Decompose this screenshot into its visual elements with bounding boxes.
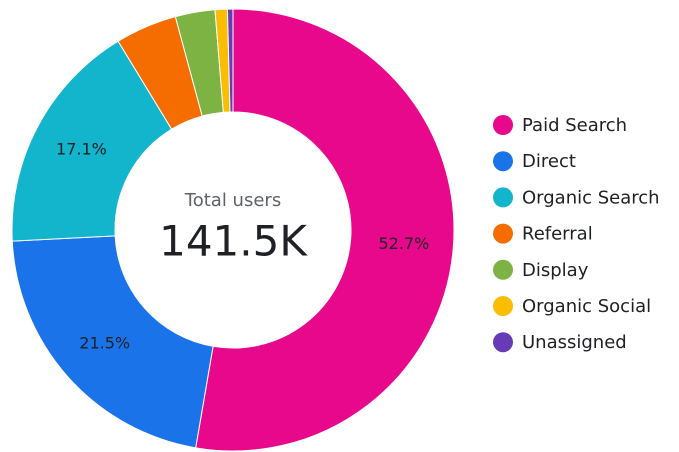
slice	[195, 8, 455, 452]
legend-swatch	[493, 151, 513, 172]
legend-label: Referral	[522, 224, 593, 245]
legend-label: Paid Search	[522, 115, 627, 136]
legend-swatch	[493, 259, 513, 280]
legend-label: Direct	[522, 151, 576, 172]
legend-swatch	[493, 223, 513, 244]
center-value: 141.5K	[159, 217, 308, 266]
legend-swatch	[493, 115, 513, 135]
slice	[226, 8, 234, 113]
legend-label: Organic Social	[522, 296, 651, 317]
legend: Paid Search Direct Organic Search Referral D…	[493, 115, 660, 353]
donut: 52.7% 21.5% 17.1%	[11, 8, 455, 452]
legend-swatch	[493, 332, 513, 353]
legend-label: Unassigned	[522, 332, 627, 353]
value-label: 21.5%	[79, 333, 130, 352]
legend-label: Display	[522, 260, 589, 281]
value-label: 17.1%	[56, 139, 107, 158]
legend-label: Organic Search	[522, 187, 660, 208]
center-label: Total users	[184, 190, 281, 211]
legend-swatch	[493, 187, 513, 208]
slice	[11, 40, 173, 242]
legend-swatch	[493, 296, 513, 316]
slice	[11, 235, 214, 449]
value-label: 52.7%	[378, 234, 429, 253]
